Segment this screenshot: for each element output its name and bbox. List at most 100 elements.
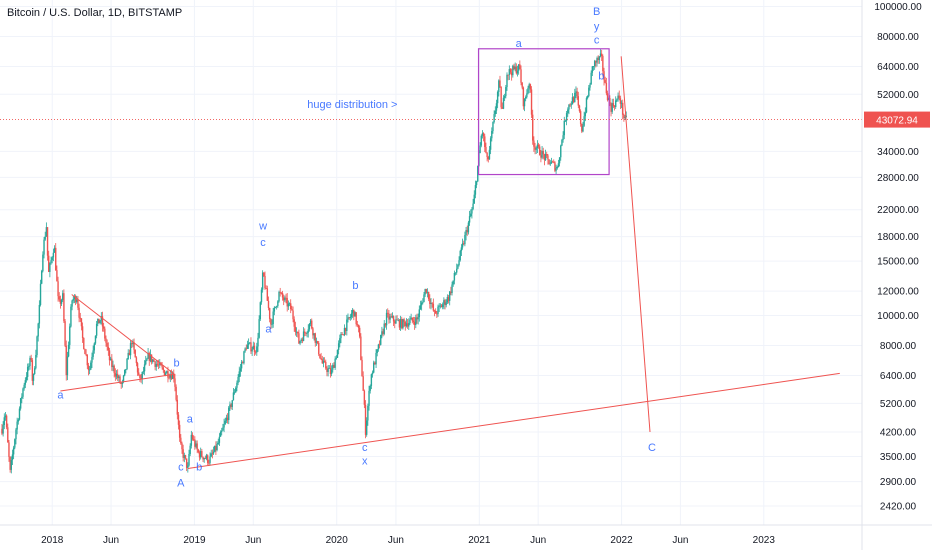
candle-body bbox=[225, 417, 228, 421]
candle-body bbox=[465, 230, 467, 236]
candle-body bbox=[188, 453, 190, 466]
candle-body bbox=[118, 376, 120, 379]
candle-body bbox=[604, 80, 606, 83]
candle-body bbox=[66, 356, 69, 376]
candle-body bbox=[24, 380, 27, 385]
candle-body bbox=[52, 252, 55, 258]
candle-body bbox=[108, 350, 111, 361]
candle-body bbox=[521, 82, 523, 88]
candle-body bbox=[596, 58, 598, 63]
candle-body bbox=[471, 209, 473, 214]
triangle-upper-line bbox=[71, 294, 174, 374]
candle-body bbox=[437, 306, 439, 314]
candle-body bbox=[134, 349, 136, 358]
candle-body bbox=[432, 303, 435, 311]
candle-body bbox=[491, 131, 493, 139]
candle-body bbox=[176, 399, 179, 415]
candle-body bbox=[337, 343, 340, 350]
candle-body bbox=[266, 288, 269, 301]
candle-body bbox=[548, 159, 550, 165]
candle-body bbox=[356, 324, 359, 325]
candle-body bbox=[64, 321, 66, 346]
candle-body bbox=[567, 109, 569, 114]
candle-body bbox=[226, 417, 229, 421]
candle-body bbox=[268, 308, 271, 319]
candle-body bbox=[95, 323, 98, 336]
candle-body bbox=[285, 297, 287, 299]
candle-body bbox=[373, 362, 375, 373]
candle-body bbox=[169, 374, 171, 378]
candle-body bbox=[410, 317, 412, 320]
candle-body bbox=[375, 352, 377, 365]
candle-body bbox=[343, 327, 346, 336]
candle-body bbox=[272, 311, 274, 325]
candle-body bbox=[433, 310, 436, 312]
candle-body bbox=[499, 80, 501, 87]
candle-body bbox=[72, 299, 74, 301]
candle-body bbox=[254, 351, 257, 353]
grid bbox=[0, 0, 862, 525]
candle-body bbox=[399, 319, 402, 328]
candle-body bbox=[25, 376, 28, 381]
candle-body bbox=[185, 458, 188, 468]
candle-body bbox=[59, 299, 62, 304]
candle-body bbox=[85, 354, 87, 356]
candle-body bbox=[494, 110, 496, 115]
candle-body bbox=[279, 291, 281, 293]
candle-body bbox=[129, 343, 132, 356]
candle-body bbox=[438, 305, 440, 307]
price-tick-label: 100000.00 bbox=[874, 2, 922, 13]
price-tick-label: 18000.00 bbox=[877, 232, 919, 243]
candle-body bbox=[530, 89, 533, 115]
candle-body bbox=[149, 354, 152, 361]
candle-body bbox=[290, 303, 292, 310]
price-tick-label: 6400.00 bbox=[880, 371, 917, 382]
candle-body bbox=[529, 84, 532, 90]
candle-body bbox=[173, 373, 175, 379]
candle-body bbox=[92, 350, 94, 357]
candle-body bbox=[228, 407, 230, 421]
candle-body bbox=[384, 323, 387, 326]
candle-body bbox=[383, 323, 385, 334]
candle-body bbox=[91, 356, 93, 363]
candle-body bbox=[385, 312, 388, 326]
candle-body bbox=[286, 298, 288, 307]
wave-label: b bbox=[173, 357, 179, 369]
candle-body bbox=[36, 336, 38, 355]
candle-body bbox=[520, 69, 522, 83]
candle-body bbox=[298, 333, 300, 344]
candle-body bbox=[33, 368, 36, 375]
candle-body bbox=[120, 382, 122, 384]
candle-body bbox=[613, 106, 616, 108]
candle-body bbox=[572, 97, 575, 102]
candle-body bbox=[102, 326, 105, 329]
candle-body bbox=[28, 365, 30, 367]
candle-body bbox=[136, 363, 139, 373]
candle-body bbox=[65, 345, 67, 376]
price-tick-label: 4200.00 bbox=[880, 427, 917, 438]
candle-body bbox=[147, 352, 149, 359]
candle-body bbox=[558, 157, 561, 164]
candle-body bbox=[71, 300, 73, 307]
candle-body bbox=[252, 345, 255, 350]
candle-body bbox=[12, 447, 15, 455]
candle-body bbox=[210, 453, 212, 457]
candle-body bbox=[10, 460, 13, 470]
candle-body bbox=[443, 300, 445, 305]
candle-body bbox=[90, 362, 92, 370]
candle-body bbox=[590, 72, 592, 85]
time-tick-label: Jun bbox=[530, 535, 546, 546]
candle-body bbox=[456, 268, 458, 273]
candle-body bbox=[517, 64, 520, 71]
candle-body bbox=[381, 331, 383, 335]
candle-body bbox=[357, 324, 360, 328]
candle-body bbox=[229, 404, 231, 408]
candle-body bbox=[1, 428, 3, 434]
candle-body bbox=[88, 369, 91, 371]
wave-label: c bbox=[178, 462, 184, 474]
candle-body bbox=[38, 304, 41, 324]
candle-body bbox=[122, 375, 125, 382]
price-tick-label: 5200.00 bbox=[880, 399, 917, 410]
candle-body bbox=[194, 439, 196, 447]
candle-body bbox=[464, 235, 466, 245]
